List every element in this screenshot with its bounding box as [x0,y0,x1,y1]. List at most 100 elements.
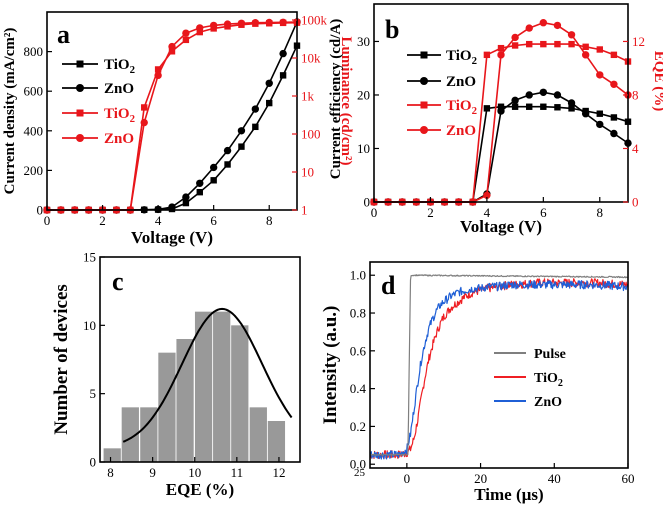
y2-tick-label: 0 [632,195,639,210]
legend-label: ZnO [104,81,134,97]
data-point [209,21,218,30]
y2-tick-label: 1k [301,89,315,104]
data-point [266,99,273,107]
data-point [265,79,273,87]
data-point [251,105,260,113]
data-point [581,51,590,59]
x-tick-label: 11 [231,465,244,480]
y2-tick-label: 4 [632,141,639,156]
data-point [554,40,561,48]
legend-label: TiO2 [446,98,477,117]
bar [231,325,249,462]
y-tick-label: 0 [364,195,371,210]
y-tick-label: 0.0 [350,457,366,472]
x-tick-label: 0 [371,205,378,220]
data-point [511,42,519,49]
data-point [210,177,217,184]
data-point [581,110,590,118]
data-point [182,29,190,37]
x-tick-label: 40 [548,471,561,486]
legend-label: TiO2 [446,48,477,67]
data-point [154,66,162,73]
data-point [554,104,561,111]
y-tick-label: 10 [83,318,96,333]
x-tick-label: 20 [474,471,487,486]
y2-tick-label: 100 [301,127,321,142]
y-tick-label: 30 [357,34,370,49]
panel-label: d [381,271,396,300]
data-point [610,80,618,88]
series-tio2-eqe [370,40,632,206]
data-point [251,18,260,27]
panel-label: a [57,20,70,49]
x-tick-label: 8 [107,465,114,480]
data-point [540,40,547,48]
data-point [196,28,203,36]
data-point [567,31,576,39]
legend-label: ZnO [446,74,476,90]
panel-d: 0 20 40 60 0.0 0.2 0.4 0.6 0.8 1.0 25 Time (µs) Inte… [320,261,635,504]
x-tick-label: 4 [484,205,491,220]
y-tick-label: 20 [357,87,370,102]
legend-label: ZnO [446,123,476,139]
data-point [596,71,604,79]
series-line [369,280,628,460]
data-point [483,51,491,59]
data-point [610,129,618,138]
data-point [223,146,232,155]
panel-label: c [112,267,124,296]
data-point [237,127,246,135]
panel-b: 0 2 4 6 8 0 10 20 30 0 4 8 12 Voltage (V) Current effi… [328,3,663,236]
panel-c: 8 9 10 11 12 0 5 10 15 EQE (%) Number of devices c [51,250,301,499]
x-tick-label: 8 [597,205,604,220]
data-point [182,193,190,201]
data-point [525,91,533,99]
bar [267,421,286,462]
y-axis-label: Intensity (a.u.) [320,306,341,425]
x-tick-label: 2 [427,205,434,220]
y-tick-label: 15 [83,250,96,265]
plot-frame [99,256,301,463]
x-tick-label: 2 [99,213,106,228]
x-tick-label: 6 [210,213,217,228]
plot-frame [46,11,298,211]
bars [103,311,286,462]
data-point [497,103,505,110]
data-point [196,179,204,187]
x-tick-label: 10 [188,465,201,480]
legend-marker [76,84,84,92]
y-tick-label: 1.0 [350,268,366,283]
y2-tick-label: 12 [632,34,645,49]
legend: Pulse TiO2 ZnO [494,347,566,410]
data-point [168,42,176,51]
bar [158,352,176,462]
data-point [610,114,618,121]
y-tick-label: 0.8 [350,306,366,321]
data-point [497,44,505,52]
x-tick-label: 8 [266,213,273,228]
x-axis-label: Voltage (V) [131,228,213,247]
y2-axis-label: Luminance (cd/cm²) [338,36,354,165]
y-tick-label: 0 [90,455,97,470]
data-point [596,120,604,129]
y-tick-label: 0 [37,203,44,218]
series-line [374,105,629,203]
data-point [553,91,562,99]
y-tick-label: 800 [24,44,44,59]
data-point [540,103,547,110]
y-tick-label: 10 [357,141,370,156]
series-pulse [369,274,628,456]
data-point [582,43,589,51]
series-tio2-j [43,42,301,214]
x-tick-label: 0 [44,213,51,228]
legend: TiO2 ZnO TiO2 ZnO [407,48,477,139]
bar [121,407,139,462]
y2-tick-label: 1 [301,203,308,218]
y2-tick-label: 10k [301,51,321,66]
x-tick-label: 12 [272,465,285,480]
legend-marker [420,126,428,134]
panel-a: 0 2 4 6 8 0 200 400 600 800 1 10 100 1k 10k 100k Voltage… [2,11,354,247]
legend-label: ZnO [534,395,562,410]
data-point [224,161,231,168]
bar [140,407,158,462]
